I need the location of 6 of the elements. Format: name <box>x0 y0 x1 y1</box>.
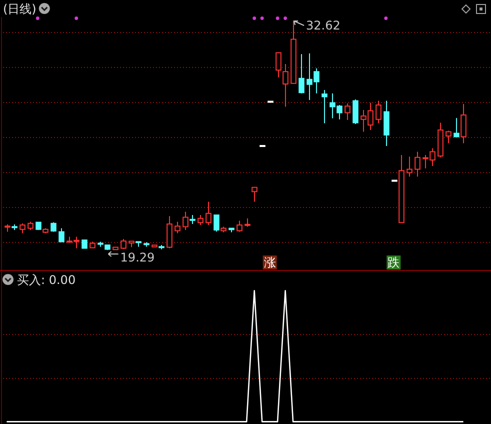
category-label: 跌 <box>386 256 401 270</box>
annotation: 32.62 <box>306 18 340 32</box>
chart-title: (日线) <box>3 2 36 16</box>
category-label: 涨 <box>262 256 277 270</box>
annotation: 19.29 <box>120 250 155 264</box>
chart-title: 买入: 0.00 <box>17 273 76 287</box>
